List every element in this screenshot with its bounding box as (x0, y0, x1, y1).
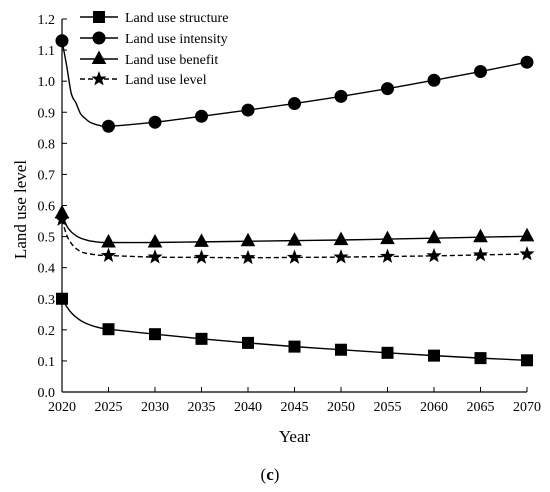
data-point-land-use-level (333, 249, 349, 264)
data-point-land-use-level (379, 248, 396, 263)
data-point-land-use-intensity (520, 55, 534, 69)
y-tick-label: 0.4 (38, 262, 56, 277)
data-point-land-use-benefit (287, 232, 302, 246)
data-point-land-use-structure (521, 354, 533, 367)
data-point-land-use-structure (149, 328, 161, 341)
series-land-use-structure (56, 292, 533, 367)
y-tick-label: 0.7 (38, 168, 56, 183)
data-point-land-use-structure (56, 292, 68, 305)
legend-item-land-use-benefit: Land use benefit (80, 50, 218, 68)
y-tick-label: 1.2 (38, 13, 56, 28)
data-point-land-use-level (426, 247, 442, 263)
data-point-land-use-benefit (380, 230, 395, 245)
data-point-land-use-level (472, 246, 489, 262)
x-axis-title: Year (279, 427, 311, 446)
data-point-land-use-intensity (474, 65, 487, 79)
y-tick-label: 1.0 (38, 75, 56, 90)
series-land-use-intensity (55, 34, 534, 133)
data-point-land-use-structure (474, 352, 487, 365)
y-axis-title: Land use level (11, 160, 30, 259)
x-tick-label: 2030 (141, 400, 169, 415)
legend-marker (92, 31, 106, 45)
panel-label-close: ) (274, 465, 280, 484)
series-layer (54, 34, 535, 367)
legend-label: Land use intensity (125, 32, 228, 47)
data-point-land-use-benefit (194, 233, 209, 247)
axes: 0.0 0.1 0.2 0.3 0.4 0.5 0.6 0.7 0.8 0.9 1.0 1.1 1.2 2… (38, 13, 542, 415)
legend-label: Land use benefit (125, 53, 218, 68)
data-point-land-use-level (100, 247, 117, 262)
data-point-land-use-benefit (519, 227, 535, 242)
panel-label-letter: c (266, 465, 274, 484)
series-land-use-benefit (54, 204, 535, 248)
data-point-land-use-intensity (195, 109, 208, 123)
legend-label: Land use structure (125, 11, 228, 26)
x-tick-label: 2025 (95, 400, 123, 415)
x-tick-label: 2065 (467, 400, 495, 415)
data-point-land-use-intensity (334, 89, 348, 103)
data-point-land-use-structure (242, 336, 254, 349)
data-point-land-use-benefit (147, 233, 163, 248)
y-tick-label: 0.9 (38, 106, 56, 121)
data-point-land-use-intensity (102, 119, 115, 133)
x-tick-label: 2055 (374, 400, 402, 415)
series-land-use-level (54, 211, 535, 265)
legend: Land use structure Land use intensity Land… (80, 11, 228, 88)
y-tick-label: 0.2 (38, 324, 56, 339)
legend-marker (91, 71, 107, 86)
data-point-land-use-level (54, 211, 70, 226)
data-point-land-use-structure (102, 323, 115, 336)
data-point-land-use-benefit (426, 229, 442, 244)
legend-item-land-use-level: Land use level (80, 71, 207, 88)
data-point-land-use-level (286, 249, 303, 264)
y-tick-label: 0.1 (38, 355, 56, 370)
y-tick-label: 0.5 (38, 231, 56, 246)
data-point-land-use-structure (381, 346, 394, 359)
data-point-land-use-intensity (55, 34, 69, 48)
data-point-land-use-structure (428, 349, 440, 362)
data-point-land-use-level (240, 249, 256, 265)
y-tick-label: 1.1 (38, 44, 56, 59)
legend-item-land-use-intensity: Land use intensity (80, 31, 228, 47)
data-point-land-use-intensity (427, 73, 441, 87)
data-point-land-use-level (193, 249, 210, 264)
y-tick-label: 0.6 (38, 200, 56, 215)
x-tick-label: 2020 (48, 400, 76, 415)
data-point-land-use-intensity (241, 103, 255, 117)
panel-label-open: ( (261, 465, 267, 484)
data-point-land-use-benefit (101, 233, 116, 248)
panel-label: (c) (261, 465, 280, 484)
data-point-land-use-level (519, 246, 535, 261)
x-tick-label: 2045 (281, 400, 309, 415)
data-point-land-use-benefit (473, 228, 488, 243)
data-point-land-use-structure (288, 340, 301, 353)
x-tick-label: 2070 (513, 400, 541, 415)
data-point-land-use-structure (335, 343, 347, 356)
legend-item-land-use-structure: Land use structure (80, 11, 228, 26)
data-point-land-use-benefit (333, 231, 349, 246)
data-point-land-use-benefit (240, 232, 256, 247)
data-point-land-use-intensity (288, 97, 301, 111)
legend-marker (91, 50, 107, 65)
data-point-land-use-level (147, 249, 163, 264)
legend-marker (93, 11, 105, 23)
x-tick-label: 2040 (234, 400, 262, 415)
legend-label: Land use level (125, 73, 207, 88)
data-point-land-use-intensity (381, 82, 394, 96)
data-point-land-use-structure (195, 332, 208, 345)
x-tick-label: 2035 (188, 400, 216, 415)
x-tick-label: 2060 (420, 400, 448, 415)
x-tick-label: 2050 (327, 400, 355, 415)
y-tick-label: 0.8 (38, 137, 56, 152)
y-tick-label: 0.0 (38, 386, 56, 401)
data-point-land-use-intensity (148, 115, 162, 129)
y-tick-label: 0.3 (38, 293, 56, 308)
